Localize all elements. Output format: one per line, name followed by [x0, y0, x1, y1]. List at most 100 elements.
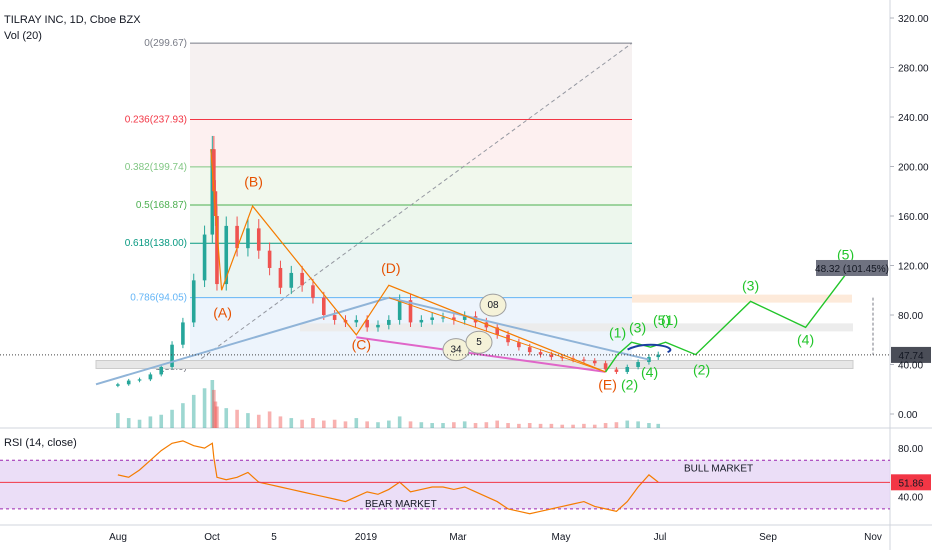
volume-bar [517, 423, 521, 428]
price-candle[interactable] [538, 352, 543, 355]
price-candle[interactable] [278, 267, 283, 288]
price-candle[interactable] [116, 384, 120, 386]
volume-bar [495, 420, 500, 428]
price-candle[interactable] [215, 216, 219, 285]
volume-bar [549, 423, 554, 428]
fib-zone [190, 43, 632, 120]
price-candle[interactable] [625, 366, 630, 372]
price-candle[interactable] [300, 272, 304, 286]
price-candle[interactable] [582, 359, 586, 361]
symbol-title[interactable]: TILRAY INC, 1D, Cboe BZX [4, 14, 141, 26]
price-candle[interactable] [656, 354, 661, 358]
price-candle[interactable] [159, 366, 164, 375]
price-candle[interactable] [181, 322, 185, 345]
price-candle[interactable] [560, 357, 565, 359]
price-candle[interactable] [441, 317, 445, 319]
price-candle[interactable] [332, 315, 337, 320]
price-candle[interactable] [365, 319, 369, 328]
price-candle[interactable] [170, 344, 174, 367]
price-candle[interactable] [235, 225, 239, 249]
price-candle[interactable] [311, 285, 315, 298]
wave-label: (5) [653, 312, 670, 328]
callout-balloon [465, 330, 493, 354]
volume-bar [210, 380, 215, 428]
volume-bar [625, 420, 630, 428]
price-candle[interactable] [549, 354, 554, 358]
price-candle[interactable] [212, 149, 216, 192]
price-candle[interactable] [636, 362, 640, 367]
price-candle[interactable] [419, 319, 424, 323]
volume-bar [376, 422, 380, 428]
price-candle[interactable] [527, 347, 532, 353]
price-candle[interactable] [408, 300, 413, 323]
wave-label: (5) [837, 246, 854, 262]
price-candle[interactable] [191, 280, 196, 323]
price-candle[interactable] [387, 319, 391, 325]
volume-bar [212, 389, 216, 428]
price-candle[interactable] [321, 297, 326, 315]
price-candle[interactable] [495, 327, 500, 335]
volume-bar [430, 423, 434, 428]
price-candle[interactable] [430, 317, 434, 320]
wave-label: (C) [352, 337, 371, 353]
price-candle[interactable] [354, 319, 359, 323]
price-candle[interactable] [210, 149, 215, 235]
price-candle[interactable] [376, 324, 380, 328]
price-tick-label: 240.00 [898, 113, 929, 124]
rsi-annotation: BEAR MARKET [365, 499, 437, 510]
volume-bar [636, 421, 640, 428]
price-candle[interactable] [603, 363, 608, 370]
rsi-indicator-title[interactable]: RSI (14, close) [4, 437, 77, 449]
wave-label: (A) [213, 304, 232, 320]
price-tick-label: 80.00 [898, 311, 923, 322]
price-candle[interactable] [267, 250, 272, 268]
price-candle[interactable] [647, 357, 651, 363]
price-candle[interactable] [289, 272, 294, 288]
price-candle[interactable] [148, 374, 153, 380]
volume-bar [224, 408, 229, 428]
wave-label: (E) [598, 376, 617, 392]
wave-label: (D) [381, 260, 400, 276]
callout-label: 5 [476, 337, 482, 348]
wave-label: (4) [797, 332, 814, 348]
fib-level-label: 0(299.67) [144, 38, 187, 49]
volume-bar [170, 409, 174, 428]
callout-label: 08 [487, 300, 499, 311]
projection-label-box [816, 259, 888, 276]
price-tick-label: 120.00 [898, 262, 929, 273]
volume-bar [484, 422, 489, 428]
price-candle[interactable] [224, 225, 229, 285]
volume-bar [419, 422, 424, 428]
callout-label: 34 [450, 345, 462, 356]
volume-bar [397, 416, 402, 428]
resistance-zone [632, 294, 852, 303]
price-candle[interactable] [256, 228, 261, 251]
price-candle[interactable] [614, 369, 619, 372]
volume-bar [126, 418, 131, 428]
volume-bar [332, 419, 337, 428]
volume-bar [181, 403, 185, 428]
price-candle[interactable] [592, 360, 597, 364]
volume-bar [614, 422, 619, 428]
volume-bar [365, 421, 369, 428]
price-candle[interactable] [397, 300, 402, 320]
price-candle[interactable] [126, 380, 131, 385]
volume-bar [462, 421, 467, 428]
volume-bar [246, 413, 250, 428]
volume-bar [571, 424, 575, 428]
price-candle[interactable] [202, 234, 207, 281]
wave-label: (1) [661, 312, 678, 328]
wave-label: (1) [609, 324, 626, 340]
fib-level-label: 0.5(168.87) [136, 200, 187, 211]
price-tick-label: 200.00 [898, 163, 929, 174]
price-candle[interactable] [462, 316, 467, 320]
volume-indicator-title[interactable]: Vol (20) [4, 30, 42, 42]
price-candle[interactable] [517, 342, 521, 348]
rsi-value-badge [891, 474, 931, 491]
price-candle[interactable] [137, 379, 142, 381]
rsi-band [0, 460, 890, 509]
time-tick-label: Jul [654, 532, 667, 543]
price-candle[interactable] [246, 228, 250, 249]
price-candle[interactable] [452, 317, 456, 320]
